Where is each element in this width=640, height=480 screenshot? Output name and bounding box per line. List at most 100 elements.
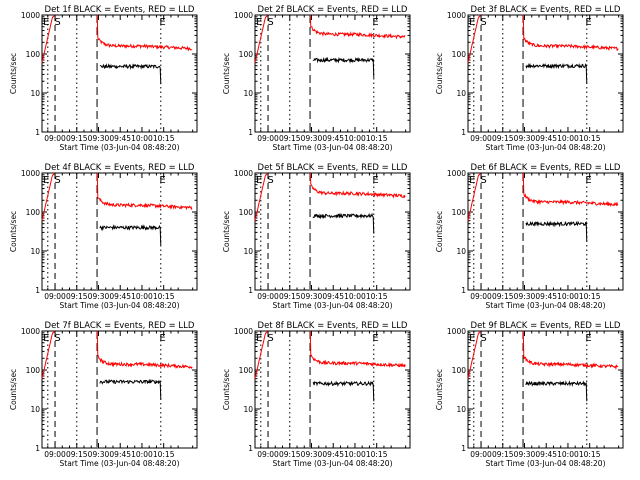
y-tick-label: 1 (461, 128, 466, 137)
y-tick-label: 1 (461, 444, 466, 453)
x-tick-label: 09:15 (279, 450, 301, 459)
x-tick-label: 09:00 (44, 134, 66, 143)
x-tick-label: 10:15 (579, 134, 601, 143)
event-marker: E (469, 333, 475, 344)
y-tick-label: 1000 (21, 11, 40, 20)
detector-panel-9: Det 9f BLACK = Events, RED = LLD 1 10 100 10… (435, 321, 624, 468)
x-tick-label: 10:15 (366, 134, 388, 143)
black-series-line (312, 56, 375, 78)
y-tick-label: 10 (456, 89, 466, 98)
y-tick-label: 100 (26, 208, 41, 217)
detector-panel-3: Det 3f BLACK = Events, RED = LLD 1 10 100 10… (435, 5, 624, 152)
event-marker: E (585, 175, 591, 186)
x-axis-label: Start Time (03-Jun-04 08:48:20) (60, 459, 180, 468)
x-tick-label: 09:30 (514, 134, 536, 143)
event-marker: E (372, 17, 378, 28)
x-axis: 09:00 09:15 09:30 09:45 10:00 10:15 (257, 331, 407, 459)
y-tick-label: 10 (30, 89, 40, 98)
x-tick-label: 09:30 (301, 450, 323, 459)
x-tick-label: 10:00 (557, 450, 579, 459)
x-tick-label: 09:00 (470, 450, 492, 459)
panel-title: Det 4f BLACK = Events, RED = LLD (45, 163, 195, 173)
event-marker: S (480, 17, 486, 28)
event-marker: E (256, 333, 262, 344)
panel-title: Det 2f BLACK = Events, RED = LLD (258, 5, 408, 15)
x-axis: 09:00 09:15 09:30 09:45 10:00 10:15 (470, 15, 620, 143)
red-series-rise (254, 330, 268, 379)
y-axis-label: Counts/sec (222, 53, 231, 94)
panel-frame (254, 14, 411, 133)
x-tick-label: 10:15 (153, 292, 175, 301)
y-axis-label: Counts/sec (435, 369, 444, 410)
black-series-line (99, 62, 162, 85)
y-tick-label: 1 (248, 128, 253, 137)
panel-title: Det 7f BLACK = Events, RED = LLD (45, 321, 195, 331)
y-tick-label: 10 (456, 247, 466, 256)
x-tick-label: 09:45 (322, 134, 344, 143)
x-tick-label: 10:15 (579, 292, 601, 301)
x-tick-label: 10:00 (344, 292, 366, 301)
x-tick-label: 10:00 (131, 450, 153, 459)
x-axis: 09:00 09:15 09:30 09:45 10:00 10:15 (44, 15, 194, 143)
panel-frame (467, 14, 624, 133)
detector-panel-4: Det 4f BLACK = Events, RED = LLD 1 10 100 10… (9, 163, 198, 310)
x-tick-label: 09:15 (66, 292, 88, 301)
event-marker: S (267, 17, 273, 28)
x-tick-label: 09:00 (44, 292, 66, 301)
x-tick-label: 09:15 (492, 292, 514, 301)
y-tick-label: 1 (248, 286, 253, 295)
event-marker: S (267, 175, 273, 186)
x-tick-label: 09:30 (88, 450, 110, 459)
panel-title: Det 9f BLACK = Events, RED = LLD (471, 321, 621, 331)
black-series-line (99, 224, 162, 246)
event-marker: E (43, 17, 49, 28)
event-marker: E (256, 175, 262, 186)
event-marker: E (159, 17, 165, 28)
x-tick-label: 09:15 (279, 292, 301, 301)
event-marker: E (43, 175, 49, 186)
black-series-line (312, 380, 375, 402)
red-series-rise (467, 14, 481, 63)
x-tick-label: 10:00 (131, 134, 153, 143)
x-tick-label: 09:00 (257, 134, 279, 143)
red-series-line (522, 14, 619, 51)
y-tick-label: 100 (452, 208, 467, 217)
x-tick-label: 10:15 (366, 292, 388, 301)
x-tick-label: 09:30 (88, 134, 110, 143)
detector-panel-1: Det 1f BLACK = Events, RED = LLD 1 10 100 10… (9, 5, 198, 152)
event-marker: E (469, 175, 475, 186)
event-marker: E (372, 175, 378, 186)
x-tick-label: 09:15 (66, 450, 88, 459)
x-tick-label: 10:15 (153, 450, 175, 459)
black-series-line (312, 212, 375, 234)
x-tick-label: 09:45 (535, 450, 557, 459)
event-marker: E (256, 17, 262, 28)
x-tick-label: 09:15 (279, 134, 301, 143)
y-tick-label: 10 (243, 89, 253, 98)
panel-frame (467, 330, 624, 449)
black-series-line (525, 220, 588, 242)
y-tick-label: 100 (239, 50, 254, 59)
x-tick-label: 09:30 (88, 292, 110, 301)
event-marker: E (585, 17, 591, 28)
y-tick-label: 1 (461, 286, 466, 295)
x-tick-label: 09:45 (322, 292, 344, 301)
y-axis: 1 10 100 1000 (21, 327, 197, 453)
x-tick-label: 09:15 (66, 134, 88, 143)
red-series-line (309, 14, 406, 40)
red-series-line (96, 14, 193, 52)
y-axis-label: Counts/sec (435, 53, 444, 94)
panel-frame (41, 172, 198, 291)
x-tick-label: 10:15 (366, 450, 388, 459)
x-tick-label: 09:45 (535, 292, 557, 301)
event-marker: S (54, 333, 60, 344)
event-marker: E (585, 333, 591, 344)
red-series-line (522, 330, 619, 371)
red-series-rise (41, 330, 55, 379)
detector-panel-5: Det 5f BLACK = Events, RED = LLD 1 10 100 10… (222, 163, 411, 310)
y-tick-label: 1 (35, 444, 40, 453)
red-series-line (309, 172, 406, 199)
y-axis: 1 10 100 1000 (21, 169, 197, 295)
panel-title: Det 3f BLACK = Events, RED = LLD (471, 5, 621, 15)
